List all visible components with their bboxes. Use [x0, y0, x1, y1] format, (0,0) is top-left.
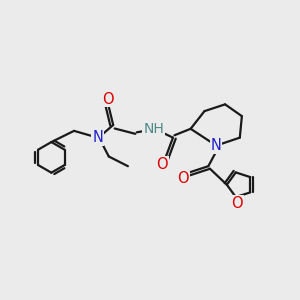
Text: O: O [102, 92, 114, 106]
Text: O: O [178, 171, 189, 186]
Text: N: N [92, 130, 103, 145]
Text: NH: NH [143, 122, 164, 136]
Text: O: O [232, 196, 243, 211]
Text: N: N [211, 138, 222, 153]
Text: O: O [157, 157, 168, 172]
